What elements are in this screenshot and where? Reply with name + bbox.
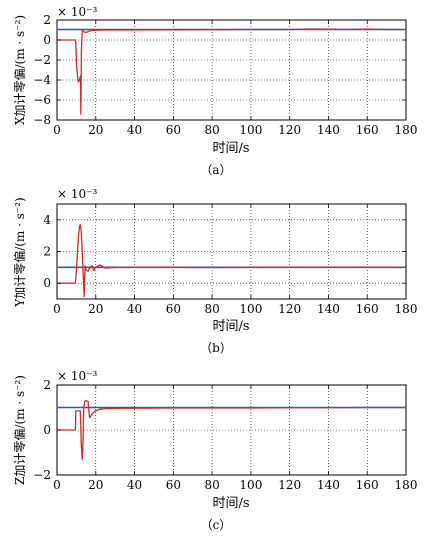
series-group-a: [57, 28, 406, 115]
y-tick-label: 2: [43, 378, 51, 392]
y-tick-label: 0: [43, 33, 51, 47]
x-tick-label: 80: [204, 123, 219, 137]
x-tick-label: 40: [127, 478, 142, 492]
y-tick-label: 0: [43, 276, 51, 290]
x-tick-label: 40: [127, 302, 142, 316]
x-tick-label: 60: [166, 478, 181, 492]
x-tick-label: 0: [53, 302, 61, 316]
y-axis-title-c: Z加计零偏/(m · s⁻²): [12, 375, 27, 485]
x-tick-label: 160: [356, 302, 379, 316]
y-tick-label: −8: [33, 113, 51, 127]
x-tick-label: 100: [239, 478, 262, 492]
x-tick-label: 60: [166, 302, 181, 316]
x-tick-label: 120: [278, 123, 301, 137]
panel-label-a: （a）: [200, 163, 231, 177]
panel-label-c: （c）: [201, 518, 232, 532]
x-tick-label: 20: [88, 123, 103, 137]
x-tick-label: 80: [204, 478, 219, 492]
series-group-b: [57, 223, 406, 298]
plot-area-a: [56, 19, 407, 121]
series-line-red: [57, 223, 406, 298]
x-tick-label: 100: [239, 123, 262, 137]
exponent-label-b: × 10⁻³: [57, 187, 97, 201]
x-axis-title-b: 时间/s: [212, 319, 249, 334]
y-tick-label: 0: [43, 423, 51, 437]
series-line-red: [57, 400, 406, 460]
x-tick-label: 140: [317, 123, 340, 137]
x-tick-label: 120: [278, 302, 301, 316]
tick-labels-c: 0 20 40 60 80 100 120 140 160 180−202: [33, 378, 417, 492]
x-axis-title-a: 时间/s: [212, 141, 249, 156]
grid-c: [57, 385, 406, 475]
series-group-c: [57, 400, 406, 460]
exponent-label-c: × 10⁻³: [57, 369, 97, 383]
x-tick-label: 160: [356, 478, 379, 492]
y-tick-label: 2: [43, 245, 51, 259]
x-tick-label: 0: [53, 478, 61, 492]
x-tick-label: 140: [317, 302, 340, 316]
exponent-label-a: × 10⁻³: [57, 5, 97, 19]
y-tick-label: −4: [33, 73, 51, 87]
grid-b: [57, 204, 406, 299]
tick-labels-a: 0 20 40 60 80 100 120 140 160 180 −8 −6 −4 −2 0 2: [33, 13, 417, 137]
x-tick-label: 0: [53, 123, 61, 137]
x-tick-label: 20: [88, 302, 103, 316]
x-tick-label: 140: [317, 478, 340, 492]
x-tick-label: 80: [204, 302, 219, 316]
grid-a: [57, 20, 406, 120]
x-tick-label: 100: [239, 302, 262, 316]
x-axis-title-c: 时间/s: [212, 496, 249, 511]
x-tick-label: 180: [395, 302, 418, 316]
y-axis-title-a: X加计零偏/(m · s⁻²): [12, 15, 27, 125]
x-tick-label: 120: [278, 478, 301, 492]
y-tick-label: −6: [33, 93, 51, 107]
y-tick-label: −2: [33, 53, 51, 67]
y-tick-label: 2: [43, 13, 51, 27]
panel-b: 0 20 40 60 80 100 120 140 160 180 0 2 4 × 10⁻³ Y加计零偏…: [12, 187, 417, 355]
y-tick-label: −2: [33, 468, 51, 482]
x-tick-label: 160: [356, 123, 379, 137]
series-line-red: [57, 28, 406, 115]
y-tick-label: 4: [43, 213, 51, 227]
x-tick-label: 180: [395, 123, 418, 137]
panel-c: 0 20 40 60 80 100 120 140 160 180−202 × 10⁻³ Z加计零…: [12, 369, 417, 532]
x-tick-label: 60: [166, 123, 181, 137]
tick-labels-b: 0 20 40 60 80 100 120 140 160 180 0 2 4: [43, 204, 417, 316]
y-axis-title-b: Y加计零偏/(m · s⁻²): [12, 197, 27, 307]
panel-a: 0 20 40 60 80 100 120 140 160 180 −8 −6 −4 −2 0 2 × 10⁻…: [12, 5, 417, 177]
x-tick-label: 20: [88, 478, 103, 492]
x-tick-label: 180: [395, 478, 418, 492]
panel-label-b: （b）: [200, 341, 232, 355]
x-tick-label: 40: [127, 123, 142, 137]
